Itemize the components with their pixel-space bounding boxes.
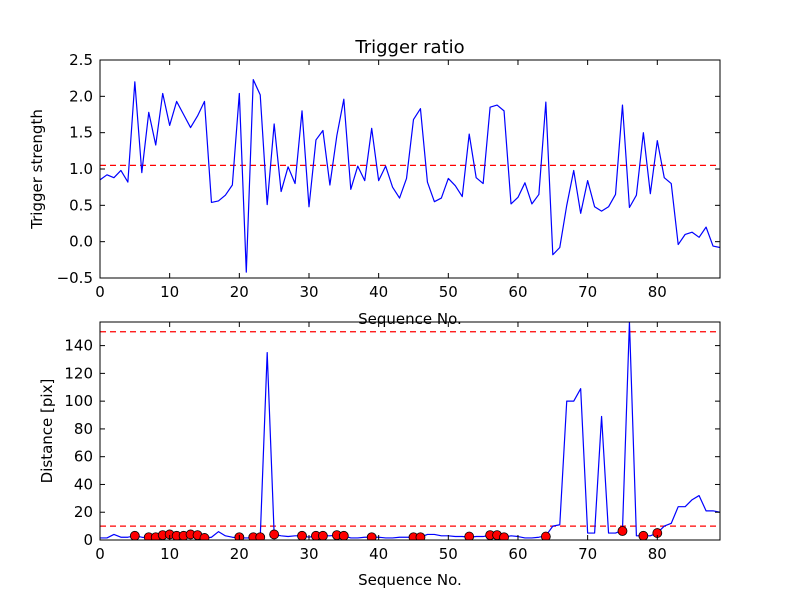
y-tick-label: 140 <box>64 337 93 355</box>
y-tick-label: 2.0 <box>69 87 93 105</box>
clipped-marks <box>100 322 720 540</box>
x-tick-label: 40 <box>369 545 388 563</box>
data-point-marker <box>464 531 475 540</box>
y-tick-label: 1.0 <box>69 160 93 178</box>
x-tick-label: 80 <box>648 545 667 563</box>
y-tick-label: 20 <box>74 503 93 521</box>
x-tick-label: 30 <box>299 283 318 301</box>
data-point-marker <box>617 526 628 536</box>
x-tick-label: 60 <box>508 283 527 301</box>
data-point-marker <box>318 530 328 540</box>
y-tick-label: 2.5 <box>69 51 93 69</box>
data-point-marker <box>499 532 509 540</box>
x-tick-label: 30 <box>299 545 318 563</box>
x-tick-label: 20 <box>230 545 249 563</box>
clipped-marks <box>100 79 720 273</box>
x-tick-label: 70 <box>578 283 597 301</box>
chart-title: Trigger ratio <box>354 37 464 58</box>
series-line <box>100 79 720 273</box>
y-axis-label: Distance [pix] <box>38 379 56 484</box>
data-point-marker <box>297 530 307 540</box>
y-tick-label: 40 <box>74 475 93 493</box>
data-point-marker <box>638 530 649 540</box>
data-point-marker <box>255 532 266 540</box>
trigger-ratio-panel: Trigger ratio 0 10 20 30 40 50 60 70 80 −0.5 0.0 0.… <box>28 37 721 328</box>
x-tick-label: 50 <box>439 283 458 301</box>
data-point-marker <box>269 529 280 540</box>
x-tick-label: 0 <box>95 545 105 563</box>
axes-frame <box>99 321 721 541</box>
y-tick-label: 0 <box>83 531 93 549</box>
data-point-marker <box>199 533 210 540</box>
data-point-marker <box>540 531 551 540</box>
y-tick-label: 0.5 <box>69 196 93 214</box>
y-tick-label: 0.0 <box>69 233 93 251</box>
x-tick-label: 50 <box>439 545 458 563</box>
y-tick-label: 80 <box>74 420 93 438</box>
x-axis-label: Sequence No. <box>358 310 462 328</box>
x-tick-label: 80 <box>648 283 667 301</box>
x-tick-label: 40 <box>369 283 388 301</box>
y-tick-label: 100 <box>64 392 93 410</box>
data-point-marker <box>366 532 377 540</box>
x-tick-label: 10 <box>160 283 179 301</box>
x-tick-label: 60 <box>508 545 527 563</box>
x-tick-label: 0 <box>95 283 105 301</box>
y-tick-label: 60 <box>74 448 93 466</box>
x-tick-label: 20 <box>230 283 249 301</box>
data-point-marker <box>129 530 140 540</box>
distance-panel: 0 10 20 30 40 50 60 70 80 0 20 40 60 80 100 120 140 Sequ… <box>38 321 721 589</box>
y-tick-label: −0.5 <box>57 269 93 287</box>
x-axis-label: Sequence No. <box>358 571 462 589</box>
y-tick-label: 120 <box>64 364 93 382</box>
data-point-marker <box>338 530 349 540</box>
x-tick-label: 10 <box>160 545 179 563</box>
y-axis-label: Trigger strength <box>28 109 46 230</box>
distance-plot-area: 0 10 20 30 40 50 60 70 80 0 20 40 60 80 100 120 140 <box>64 321 721 563</box>
y-tick-label: 1.5 <box>69 124 93 142</box>
data-point-marker <box>415 532 426 540</box>
x-tick-label: 70 <box>578 545 597 563</box>
trigger-ratio-plot-area: 0 10 20 30 40 50 60 70 80 −0.5 0.0 0.5 1.0 1.5 2.0 2.5 <box>57 51 721 301</box>
